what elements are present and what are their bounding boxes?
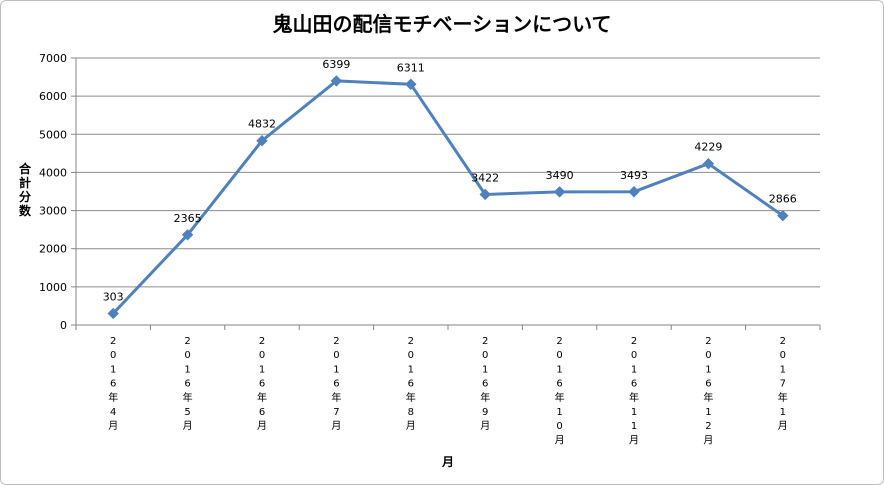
data-point xyxy=(181,229,194,241)
data-point xyxy=(405,78,417,90)
data-label: 3422 xyxy=(471,171,499,184)
data-point xyxy=(628,186,640,198)
axis-layer: 0 1000 2000 3000 4000 5000 6000 7000 2 0 1 6 年 4 月 2 0 1 6… xyxy=(39,52,821,446)
data-point xyxy=(553,186,566,198)
data-point xyxy=(702,157,715,170)
y-tick-label: 1000 xyxy=(39,281,67,294)
data-point xyxy=(777,209,789,222)
data-label: 2866 xyxy=(769,193,797,206)
y-axis-label: 合計分数 xyxy=(19,161,32,218)
data-point xyxy=(256,134,268,147)
data-point xyxy=(330,75,343,87)
data-point xyxy=(107,307,119,320)
data-label: 4832 xyxy=(248,118,276,131)
y-tick-label: 7000 xyxy=(39,52,67,65)
y-tick-label: 4000 xyxy=(39,166,67,179)
data-label: 3490 xyxy=(546,169,574,182)
data-label: 2365 xyxy=(174,212,202,225)
data-label: 6311 xyxy=(397,61,425,74)
data-label: 4229 xyxy=(694,141,722,154)
x-axis-label: 月 xyxy=(441,455,454,469)
y-tick-label: 6000 xyxy=(39,90,67,103)
grid-layer xyxy=(76,57,820,326)
y-tick-label: 0 xyxy=(60,319,67,332)
data-label: 303 xyxy=(103,290,124,303)
data-point xyxy=(479,188,491,201)
data-label: 6399 xyxy=(322,58,350,71)
y-tick-label: 3000 xyxy=(39,205,67,218)
data-label: 3493 xyxy=(620,169,648,182)
chart-title: 鬼山田の配信モチベーションについて xyxy=(272,12,612,36)
y-tick-label: 2000 xyxy=(39,243,67,256)
series-line xyxy=(112,79,784,315)
series-layer xyxy=(107,75,789,320)
y-tick-label: 5000 xyxy=(39,128,67,141)
